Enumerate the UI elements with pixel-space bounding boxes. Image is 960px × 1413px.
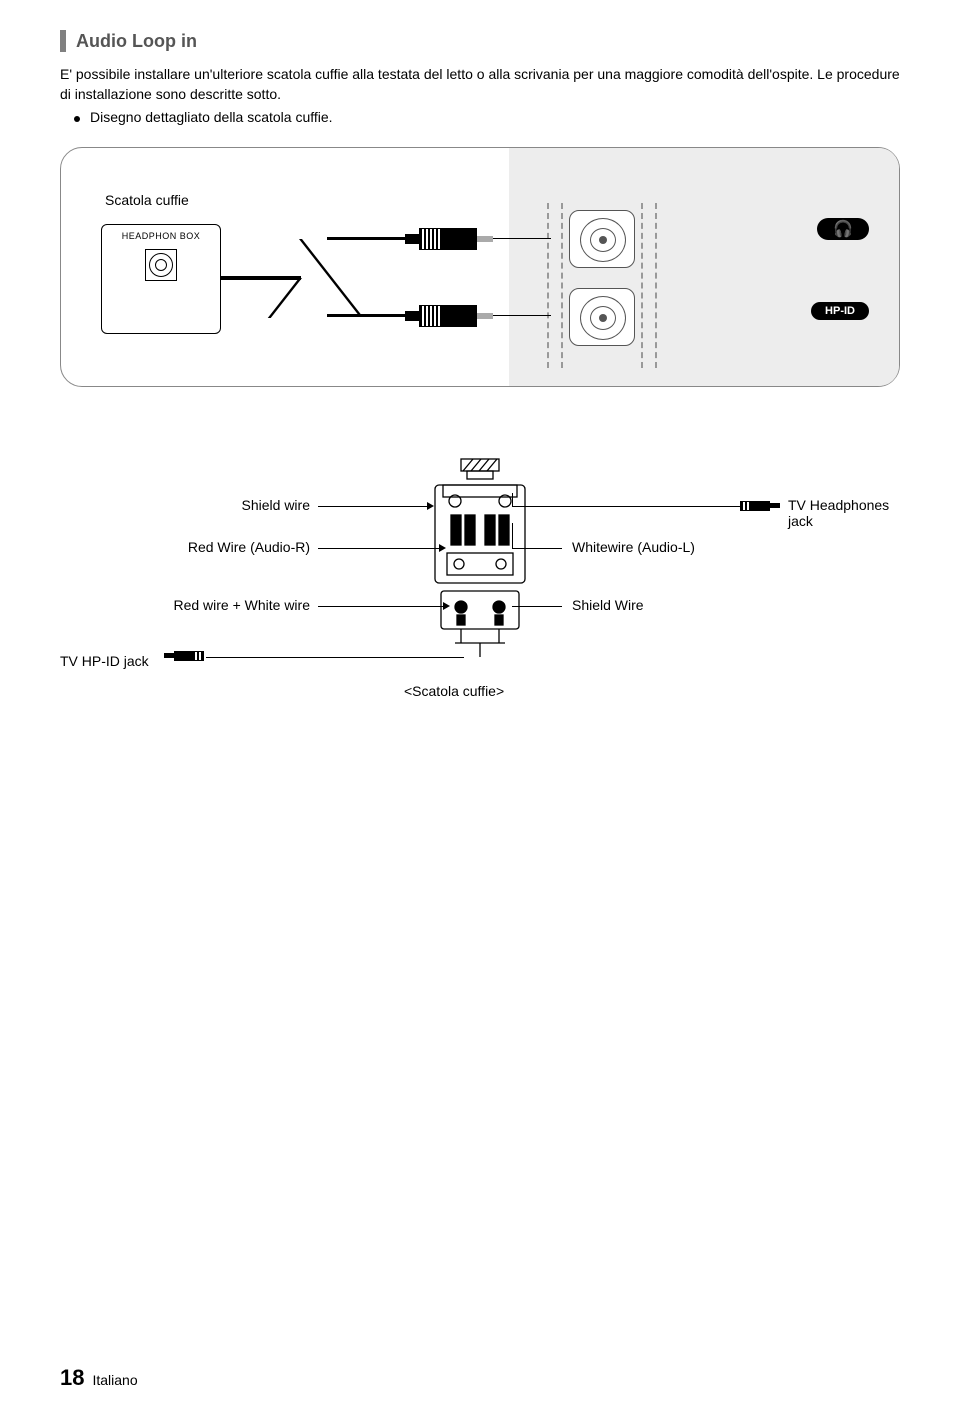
- cable-plug: [405, 305, 493, 327]
- label-shield-wire-2: Shield Wire: [572, 597, 644, 613]
- leader-line: [318, 606, 444, 607]
- wire: [327, 237, 407, 240]
- tv-port-headphone: [569, 210, 635, 268]
- page-number: 18: [60, 1365, 84, 1391]
- tv-rear-panel: 🎧 HP-ID: [509, 148, 899, 386]
- leader-line: [512, 506, 740, 507]
- diagram-caption: <Scatola cuffie>: [404, 683, 504, 699]
- title-bar: [60, 30, 66, 52]
- bullet-row: Disegno dettagliato della scatola cuffie…: [60, 107, 900, 127]
- headphone-jack-icon: [145, 249, 177, 281]
- leader-line: [512, 606, 562, 607]
- headphone-box-label: Scatola cuffie: [105, 192, 189, 208]
- diagram-wiring-detail: Shield wire Red Wire (Audio-R) Red wire …: [60, 457, 900, 757]
- wire: [268, 278, 302, 318]
- headphone-icon: 🎧: [833, 221, 853, 238]
- leader-line: [206, 657, 464, 658]
- diagram-connection: Pannello posteriore del televisore Scato…: [60, 147, 900, 387]
- headphon-box-text: HEADPHON BOX: [102, 231, 220, 241]
- intro-paragraph: E' possibile installare un'ulteriore sca…: [60, 64, 900, 105]
- cable-plug: [405, 228, 493, 250]
- footer-language: Italiano: [92, 1372, 137, 1388]
- leader-line: [318, 506, 428, 507]
- section-title: Audio Loop in: [76, 31, 197, 52]
- leader-line: [512, 548, 562, 549]
- label-tv-hpid-jack: TV HP-ID jack: [60, 653, 149, 669]
- wire: [299, 239, 363, 317]
- plug-small-icon: [164, 651, 204, 661]
- label-red-wire-r: Red Wire (Audio-R): [140, 539, 310, 555]
- tv-port-hpid: [569, 288, 635, 346]
- wire: [493, 238, 551, 240]
- label-red-white: Red wire + White wire: [120, 597, 310, 613]
- wire: [221, 276, 301, 280]
- connector-drawing: [415, 457, 545, 657]
- wire: [493, 315, 551, 317]
- hpid-pill: HP-ID: [811, 302, 869, 320]
- leader-line: [512, 493, 513, 507]
- page-footer: 18 Italiano: [60, 1365, 138, 1391]
- headphone-pill: 🎧: [817, 218, 869, 240]
- label-shield-wire: Shield wire: [190, 497, 310, 513]
- headphone-box: HEADPHON BOX: [101, 224, 221, 334]
- wire: [327, 314, 407, 317]
- label-white-wire-l: Whitewire (Audio-L): [572, 539, 695, 555]
- plug-small-icon: [740, 501, 780, 511]
- label-tv-headphones-jack: TV Headphones jack: [788, 497, 900, 529]
- leader-line: [512, 523, 513, 549]
- bullet-dot-icon: [74, 116, 80, 122]
- leader-line: [318, 548, 440, 549]
- bullet-text: Disegno dettagliato della scatola cuffie…: [90, 107, 333, 127]
- section-title-row: Audio Loop in: [60, 30, 900, 52]
